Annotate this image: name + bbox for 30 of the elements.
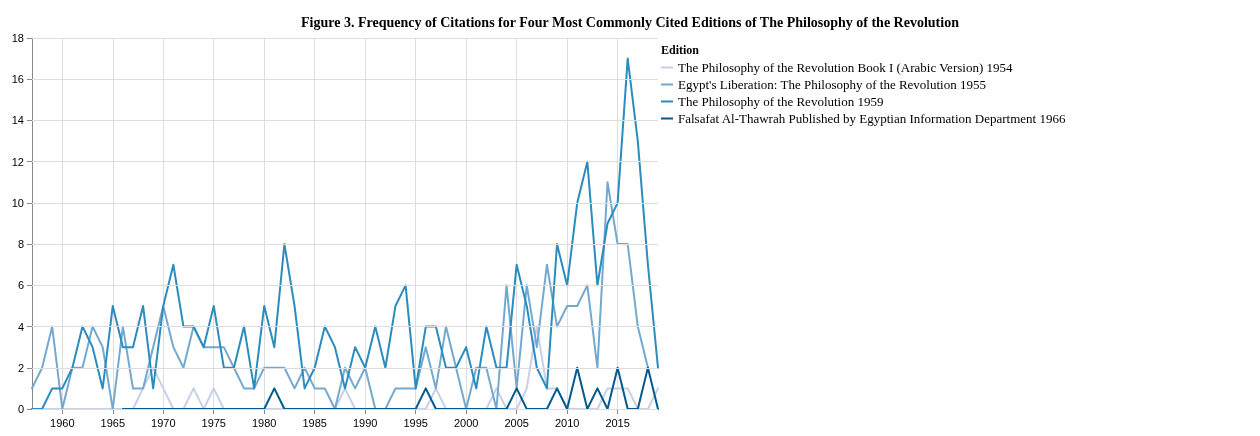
- y-tick-label: 10: [11, 196, 24, 209]
- x-tick-label: 2010: [554, 416, 580, 429]
- y-tick-label: 18: [11, 32, 24, 44]
- legend-label: The Philosophy of the Revolution 1959: [678, 94, 884, 109]
- x-tick-label: 2015: [605, 416, 630, 429]
- y-tick-label: 4: [17, 320, 24, 333]
- x-tick-label: 1980: [251, 416, 277, 429]
- legend-label: The Philosophy of the Revolution Book I (Arabic Version) 1954: [678, 60, 1013, 75]
- x-tick-label: 1995: [403, 416, 428, 429]
- x-tick-label: 1960: [50, 416, 75, 429]
- y-tick-label: 0: [17, 403, 24, 415]
- x-tick-label: 1990: [352, 416, 378, 429]
- y-tick-label: 12: [11, 155, 24, 168]
- x-tick-label: 2000: [453, 416, 479, 429]
- x-tick-label: 1975: [201, 416, 226, 429]
- y-tick-label: 8: [17, 238, 24, 251]
- legend-title: Edition: [661, 43, 700, 57]
- x-tick-label: 1985: [302, 416, 327, 429]
- legend-label: Egypt's Liberation: The Philosophy of the Revolution 1955: [678, 77, 986, 92]
- y-tick-label: 6: [17, 279, 24, 292]
- x-tick-label: 1965: [100, 416, 126, 429]
- y-tick-label: 16: [11, 73, 24, 86]
- y-tick-label: 14: [11, 114, 24, 127]
- x-tick-label: 2005: [504, 416, 529, 429]
- legend-label: Falsafat Al-Thawrah Published by Egyptian Information Department 1966: [678, 111, 1066, 126]
- x-tick-label: 1970: [151, 416, 176, 429]
- y-tick-label: 2: [17, 361, 24, 374]
- line-series: [31, 181, 649, 410]
- chart-title: Figure 3. Frequency of Citations for Four Most Commonly Cited Editions of The Philosophy of the Revolution: [301, 14, 960, 30]
- line-series: [31, 57, 659, 410]
